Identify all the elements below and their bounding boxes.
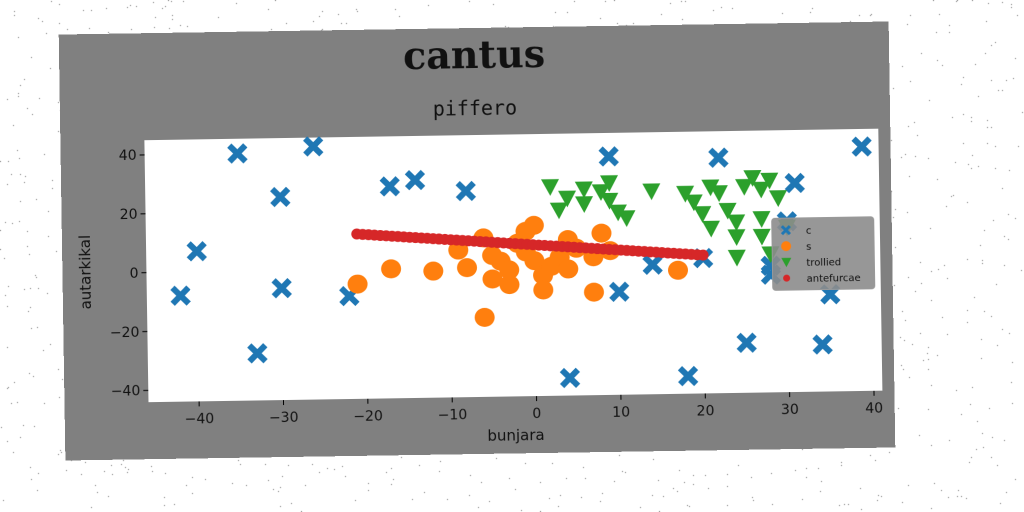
legend-label: s <box>806 242 811 253</box>
x-tick-label: −30 <box>269 410 299 426</box>
legend: cs trollied antefurcae <box>772 217 875 291</box>
x-tick-label: −20 <box>353 409 383 425</box>
x-tick-label: −40 <box>184 411 214 427</box>
x-tick-label: 40 <box>865 401 883 417</box>
y-tick-label: −40 <box>111 384 141 400</box>
x-tick-label: 30 <box>781 402 799 418</box>
y-tick-label: 0 <box>129 266 138 282</box>
y-tick-label: −20 <box>110 325 140 341</box>
x-tick-label: 10 <box>612 405 630 421</box>
x-tick-label: 0 <box>532 406 541 422</box>
y-tick-label: 20 <box>120 207 138 223</box>
x-tick-label: −10 <box>438 407 468 423</box>
scatter-plot: −40 −30 −20 −10 0 10 20 30 40 −40 −20 0 20 40 bunjara a… <box>59 22 896 461</box>
y-tick-label: 40 <box>119 148 137 164</box>
legend-label: antefurcae <box>807 273 861 285</box>
y-axis-label: autarkikal <box>76 235 95 310</box>
x-axis-label: bunjara <box>487 426 545 445</box>
chart-figure: cantus piffero −40 −30 −20 −10 0 10 20 30 40 −40−… <box>59 22 896 461</box>
legend-label: trollied <box>806 257 841 269</box>
x-tick-label: 20 <box>696 403 714 419</box>
legend-label: c <box>806 226 812 237</box>
